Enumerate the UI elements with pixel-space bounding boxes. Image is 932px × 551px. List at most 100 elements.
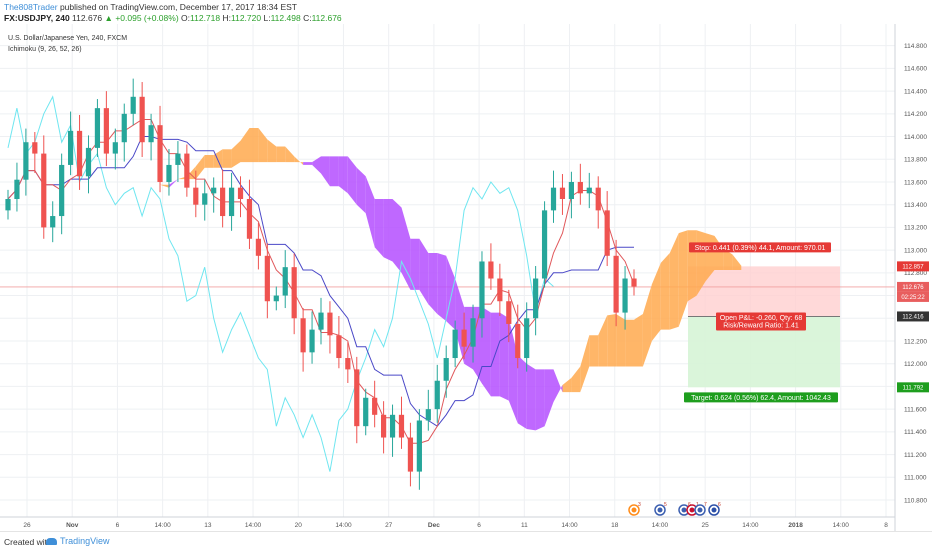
candle-body [631,278,637,287]
time-tick-label: 25 [702,522,710,529]
price-tick-label: 114.800 [904,43,927,50]
candle-body [264,255,270,302]
price-tick-label: 111.600 [904,406,927,413]
candle-body [246,199,253,239]
candle-body [461,329,467,347]
time-tick-label: 14:00 [154,522,171,529]
kumo-segment [356,167,366,214]
candle-body [389,414,396,438]
kumo-segment [544,369,554,427]
candle-body [273,295,279,302]
price-label-pill [897,311,929,322]
pnl-label-box [716,312,806,331]
close-value: 112.676 [311,13,342,23]
price-chart[interactable]: Stop: 0.441 (0.39%) 44.1, Amount: 970.01… [0,24,932,531]
instrument-legend[interactable]: U.S. Dollar/Japanese Yen, 240, FXCM [8,35,127,42]
candle-body [586,187,592,194]
countdown-text: 02:25:22 [901,295,925,301]
stop-zone [688,266,840,317]
kumo-segment [517,355,527,429]
price-tick-label: 113.000 [904,247,927,254]
candle-body [291,267,297,319]
symbol-label[interactable]: FX:USDJPY, 240 [4,13,70,23]
time-tick-label: 6 [116,522,120,529]
event-count: 5 [664,502,667,508]
candle-body [103,108,109,154]
price-tick-label: 114.200 [904,111,927,118]
position-tool[interactable]: Stop: 0.441 (0.39%) 44.1, Amount: 970.01… [684,242,838,403]
price-label-pill [897,261,929,272]
candle-body [5,199,11,211]
candle-body [398,414,405,438]
price-tick-label: 114.000 [904,134,927,141]
candle-body [372,397,378,415]
event-markers[interactable]: 356176 [628,502,721,516]
kumo-segment [231,140,241,168]
kumo-segment [321,156,330,187]
price-tick-label: 112.800 [904,270,927,277]
author-link[interactable]: The808Trader [4,2,58,12]
time-tick-label: 14:00 [335,522,352,529]
high-value: 112.720 [231,13,262,23]
time-tick-label: 18 [611,522,619,529]
candle-body [506,301,512,324]
change-arrow-icon: ▲ [104,13,113,23]
candle-body [515,323,521,359]
time-tick-label: 11 [521,522,528,529]
kumo-segment [410,238,420,290]
candlesticks [5,78,637,490]
candle-body [50,216,56,228]
low-label: L: [263,13,271,23]
event-count: 3 [638,502,641,508]
candle-body [193,187,199,205]
candle-body [32,142,38,154]
kumo-segment [213,149,223,168]
candle-body [130,96,136,114]
tradingview-brand[interactable]: TradingView [46,536,110,546]
kumo-segment [669,233,679,330]
candle-body [300,318,306,353]
time-tick-label: Nov [66,522,79,529]
kumo-segment [240,128,250,163]
close-label: C: [303,13,312,23]
candle-body [327,312,333,336]
time-tick-label: 14:00 [652,522,669,529]
indicator-legend[interactable]: Ichimoku (9, 26, 52, 26) [8,46,82,53]
kumo-segment [195,155,205,180]
change-value: +0.095 (+0.08%) [115,13,179,23]
kumo-segment [338,156,348,194]
kumo-segment [723,248,733,270]
candle-body [237,187,244,200]
candle-body [559,187,566,200]
kumo-segment [374,199,384,258]
created-with-label: Created with [4,537,52,547]
publish-info: published on TradingView.com, December 1… [59,2,297,12]
time-tick-label: 20 [295,522,303,529]
candle-body [550,187,557,211]
event-flag-dot [697,507,703,513]
last-price: 112.676 [72,13,103,23]
candle-body [202,193,208,205]
candle-body [228,187,235,217]
time-axis[interactable]: 26 Nov 6 14:00 13 14:00 20 14:00 27 Dec 6 11 14:00 18… [23,522,888,529]
candle-body [121,113,127,143]
target-label-box [684,392,838,403]
kumo-segment [598,315,608,367]
kumo-segment [499,312,509,401]
price-axis[interactable]: 114.800 114.600 114.400 114.200 114.000 113.8… [897,43,929,504]
price-tick-label: 110.800 [904,497,927,504]
kumo-segment [607,314,617,367]
low-value: 112.498 [270,13,301,23]
chikou-span-line [7,95,554,472]
kumo-segment [222,149,232,168]
kumo-segment [258,128,268,163]
time-tick-label: 2018 [788,522,803,529]
open-label: O: [181,13,191,23]
open-value: 112.718 [190,13,221,23]
candle-body [139,96,145,143]
candle-body [354,369,360,427]
kumo-segment [294,156,304,165]
time-tick-label: 14:00 [833,522,850,529]
candle-body [479,261,485,319]
candle-body [157,125,163,182]
